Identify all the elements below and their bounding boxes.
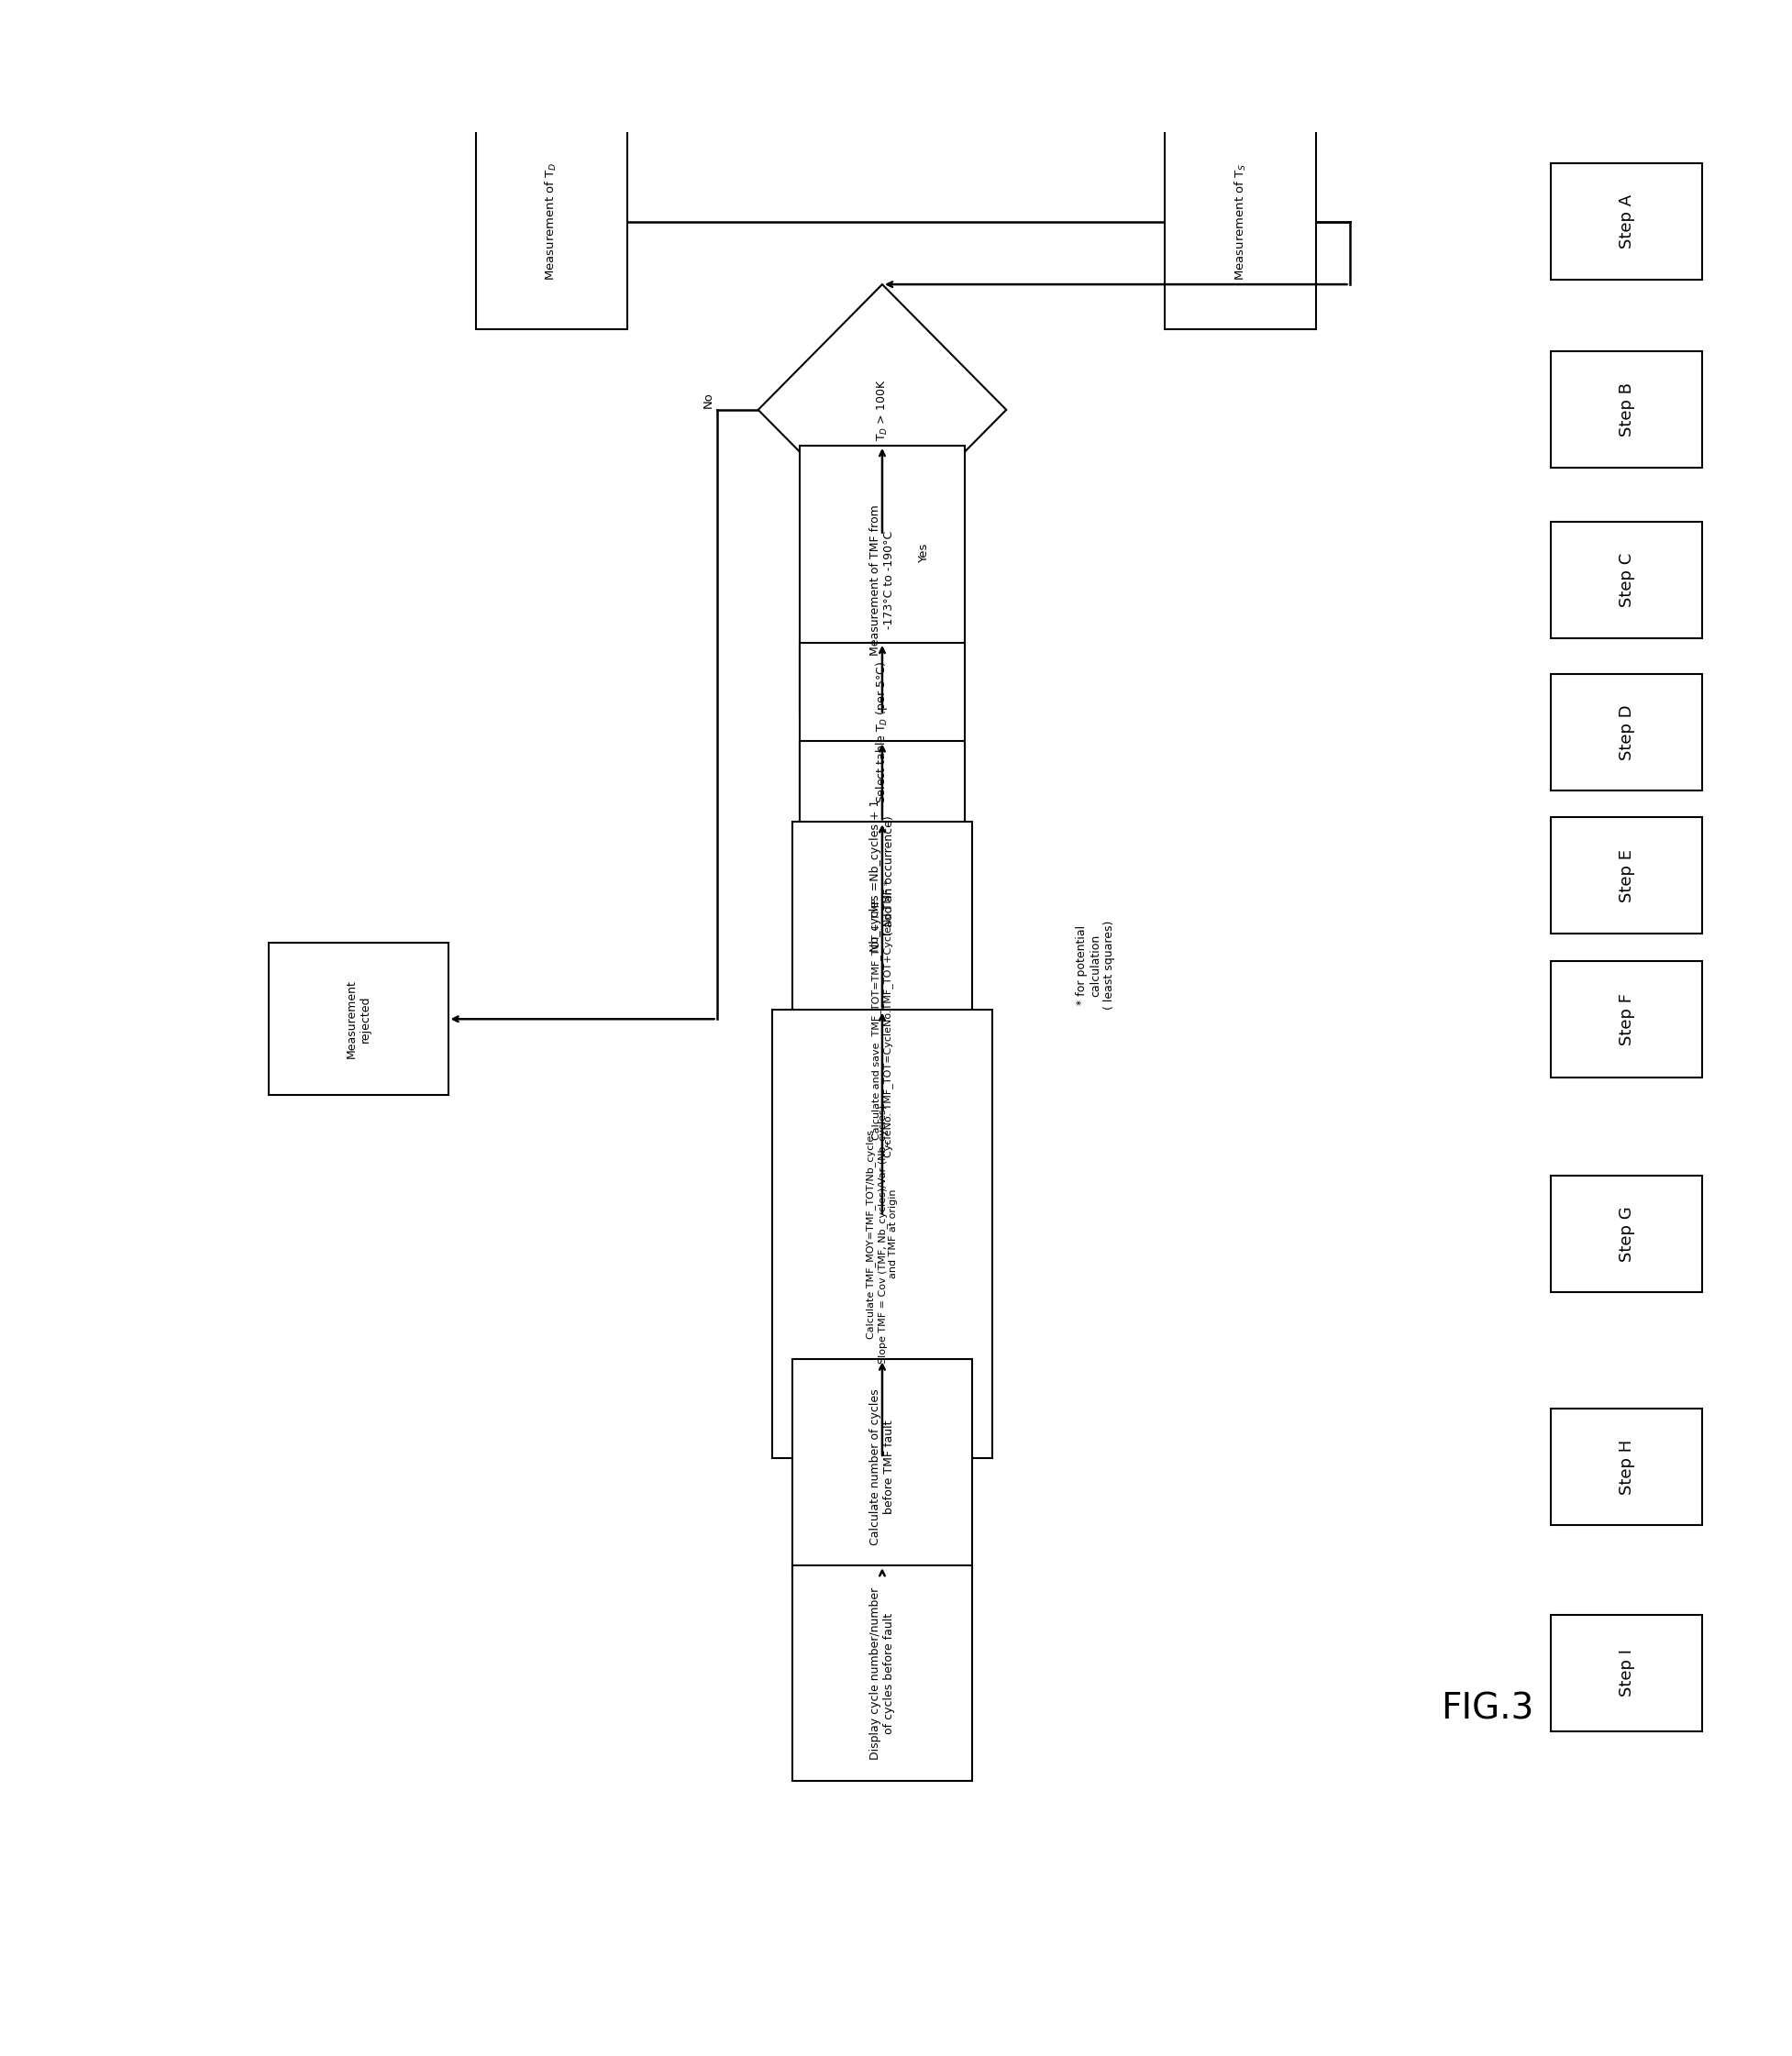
Bar — [1550, 1408, 1702, 1526]
Text: Step B: Step B — [1618, 382, 1634, 436]
Text: * for potential
calculation
( least squares): * for potential calculation ( least squa… — [1077, 921, 1116, 1009]
Bar — [1550, 162, 1702, 280]
Bar — [1550, 960, 1702, 1077]
Text: Nb_cycles =Nb_cycles + 1
( add an occurrence): Nb_cycles =Nb_cycles + 1 ( add an occurr… — [869, 800, 894, 952]
Bar — [1550, 818, 1702, 933]
Text: FIG.3: FIG.3 — [1441, 1692, 1534, 1727]
Bar — [269, 944, 448, 1096]
Bar — [1550, 674, 1702, 792]
Text: Measurement of T$_D$: Measurement of T$_D$ — [545, 162, 559, 282]
Text: Select table T$_D$ (per 5°C): Select table T$_D$ (per 5°C) — [874, 662, 891, 804]
Bar — [799, 644, 964, 822]
Text: Step E: Step E — [1618, 849, 1634, 903]
Text: Measurement of TMF from
-173°C to -190°C: Measurement of TMF from -173°C to -190°C — [869, 504, 894, 656]
Text: Display cycle number/number
of cycles before fault: Display cycle number/number of cycles be… — [869, 1587, 894, 1760]
Bar — [792, 1359, 971, 1575]
Bar — [792, 1565, 971, 1780]
Text: Step A: Step A — [1618, 195, 1634, 249]
Text: Step D: Step D — [1618, 705, 1634, 761]
Text: Step C: Step C — [1618, 553, 1634, 607]
Text: Step I: Step I — [1618, 1649, 1634, 1696]
Bar — [1550, 1614, 1702, 1731]
Bar — [792, 822, 971, 1217]
Bar — [1165, 115, 1317, 329]
Bar — [1550, 1176, 1702, 1293]
Bar — [1550, 352, 1702, 469]
Bar — [1550, 522, 1702, 637]
Text: T$_D$ > 100K: T$_D$ > 100K — [874, 378, 889, 440]
Bar — [772, 1009, 993, 1458]
Text: Calculate number of cycles
before TMF fault: Calculate number of cycles before TMF fa… — [869, 1388, 894, 1546]
Text: Calculate TMF_MOY=TMF_TOT/Nb_cycles
Slope TMF = Cov (TMF, Nb_cycles)/Var (Nb_cyc: Calculate TMF_MOY=TMF_TOT/Nb_cycles Slop… — [866, 1104, 898, 1363]
Text: No: No — [702, 393, 715, 409]
Polygon shape — [758, 284, 1007, 535]
Text: Yes: Yes — [918, 543, 930, 563]
Text: Measurement of T$_S$: Measurement of T$_S$ — [1233, 162, 1247, 280]
Text: Calculate and save  TMF_TOT=TMF_TOT + TMF
CycleNo. TMF_TOT=CycleNo.TMF_TOT+Cycle: Calculate and save TMF_TOT=TMF_TOT + TMF… — [871, 880, 892, 1158]
Text: Step F: Step F — [1618, 993, 1634, 1044]
Bar — [799, 446, 964, 713]
Text: Step H: Step H — [1618, 1439, 1634, 1495]
Text: Step G: Step G — [1618, 1207, 1634, 1262]
Bar — [799, 742, 964, 1009]
Text: Measurement
rejected: Measurement rejected — [346, 979, 371, 1059]
Bar — [475, 115, 627, 329]
